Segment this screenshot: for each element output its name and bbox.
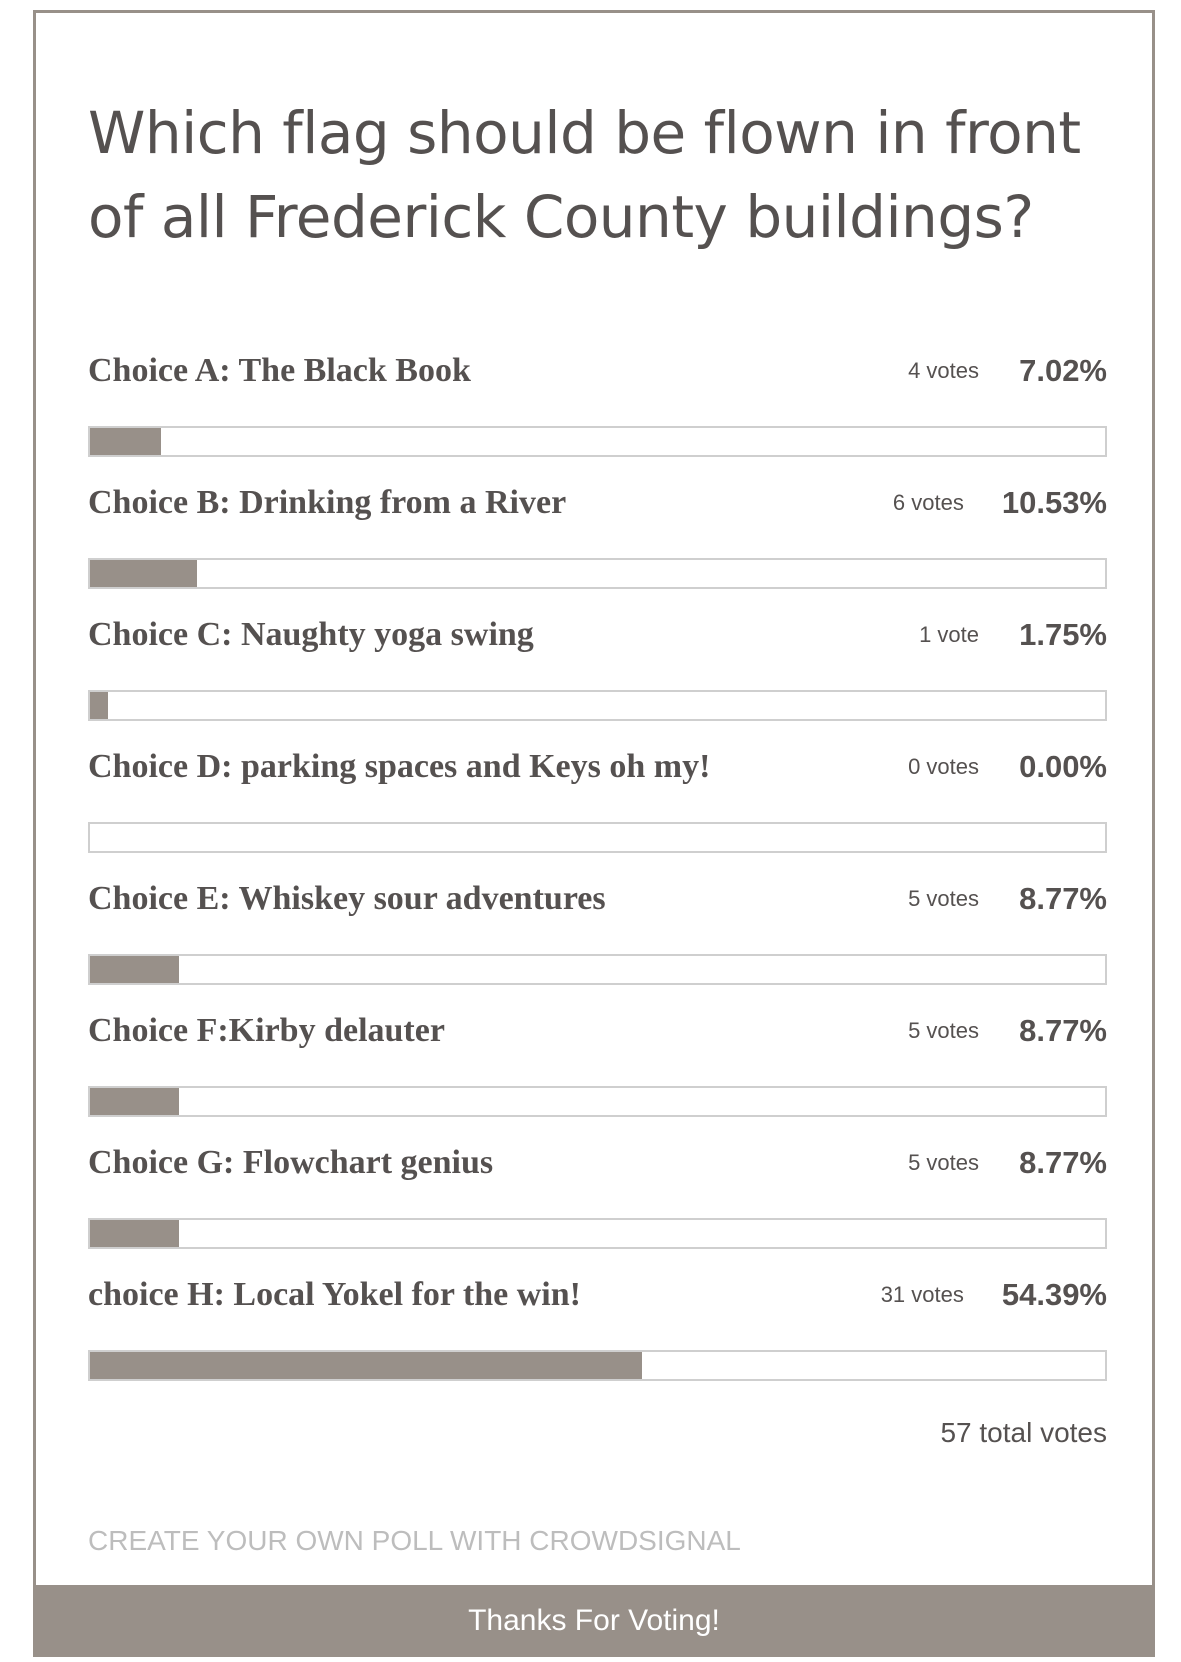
choice-votes: 31 votes: [880, 1282, 964, 1307]
choice-label: Choice C: Naughty yoga swing: [88, 616, 534, 653]
result-row: choice H: Local Yokel for the win! 31 vo…: [88, 1273, 1107, 1405]
choice-votes: 5 votes: [908, 886, 979, 911]
choice-percent: 7.02%: [1019, 353, 1107, 388]
choice-votes: 1 vote: [919, 622, 979, 647]
result-bar-fill: [90, 692, 108, 719]
result-bar: [88, 1218, 1107, 1249]
choice-stats: 1 vote 1.75%: [919, 613, 1107, 657]
result-bar: [88, 822, 1107, 853]
result-bar: [88, 1350, 1107, 1381]
choice-percent: 8.77%: [1019, 881, 1107, 916]
crowdsignal-link[interactable]: CREATE YOUR OWN POLL WITH CROWDSIGNAL: [88, 1525, 741, 1556]
choice-percent: 54.39%: [1001, 1277, 1107, 1312]
result-row: Choice E: Whiskey sour adventures 5 vote…: [88, 877, 1107, 1009]
result-bar-fill: [90, 560, 197, 587]
result-bar-fill: [90, 956, 179, 983]
result-row: Choice D: parking spaces and Keys oh my!…: [88, 745, 1107, 877]
choice-percent: 10.53%: [1001, 485, 1107, 520]
choice-percent: 8.77%: [1019, 1145, 1107, 1180]
result-bar-fill: [90, 428, 162, 455]
choice-votes: 5 votes: [908, 1150, 979, 1175]
poll-results: Choice A: The Black Book 4 votes 7.02% C…: [88, 349, 1107, 1405]
poll-container: Which flag should be flown in front of a…: [33, 10, 1155, 1587]
choice-votes: 4 votes: [908, 358, 979, 383]
result-row: Choice A: The Black Book 4 votes 7.02%: [88, 349, 1107, 481]
choice-label: choice H: Local Yokel for the win!: [88, 1276, 581, 1313]
result-bar: [88, 690, 1107, 721]
result-row: Choice G: Flowchart genius 5 votes 8.77%: [88, 1141, 1107, 1273]
choice-votes: 5 votes: [908, 1018, 979, 1043]
result-row: Choice F:Kirby delauter 5 votes 8.77%: [88, 1009, 1107, 1141]
choice-stats: 6 votes 10.53%: [893, 481, 1107, 525]
choice-stats: 4 votes 7.02%: [908, 349, 1107, 393]
choice-stats: 5 votes 8.77%: [908, 1009, 1107, 1053]
result-row: Choice C: Naughty yoga swing 1 vote 1.75…: [88, 613, 1107, 745]
choice-percent: 8.77%: [1019, 1013, 1107, 1048]
choice-stats: 31 votes 54.39%: [881, 1273, 1107, 1317]
choice-stats: 5 votes 8.77%: [908, 1141, 1107, 1185]
choice-label: Choice A: The Black Book: [88, 352, 471, 389]
result-bar: [88, 1086, 1107, 1117]
result-bar: [88, 558, 1107, 589]
choice-stats: 0 votes 0.00%: [908, 745, 1107, 789]
choice-votes: 0 votes: [908, 754, 979, 779]
choice-label: Choice E: Whiskey sour adventures: [88, 880, 606, 917]
result-bar: [88, 426, 1107, 457]
result-bar: [88, 954, 1107, 985]
choice-percent: 0.00%: [1019, 749, 1107, 784]
result-bar-fill: [90, 1352, 643, 1379]
poll-question: Which flag should be flown in front of a…: [88, 99, 1081, 251]
choice-label: Choice B: Drinking from a River: [88, 484, 567, 521]
choice-label: Choice G: Flowchart genius: [88, 1144, 494, 1181]
choice-percent: 1.75%: [1019, 617, 1107, 652]
result-row: Choice B: Drinking from a River 6 votes …: [88, 481, 1107, 613]
result-bar-fill: [90, 1088, 179, 1115]
choice-label: Choice D: parking spaces and Keys oh my!: [88, 748, 711, 785]
choice-label: Choice F:Kirby delauter: [88, 1012, 445, 1049]
choice-stats: 5 votes 8.77%: [908, 877, 1107, 921]
total-votes: 57 total votes: [940, 1417, 1107, 1448]
result-bar-fill: [90, 1220, 179, 1247]
choice-votes: 6 votes: [892, 490, 964, 515]
thanks-banner: Thanks For Voting!: [33, 1585, 1155, 1657]
